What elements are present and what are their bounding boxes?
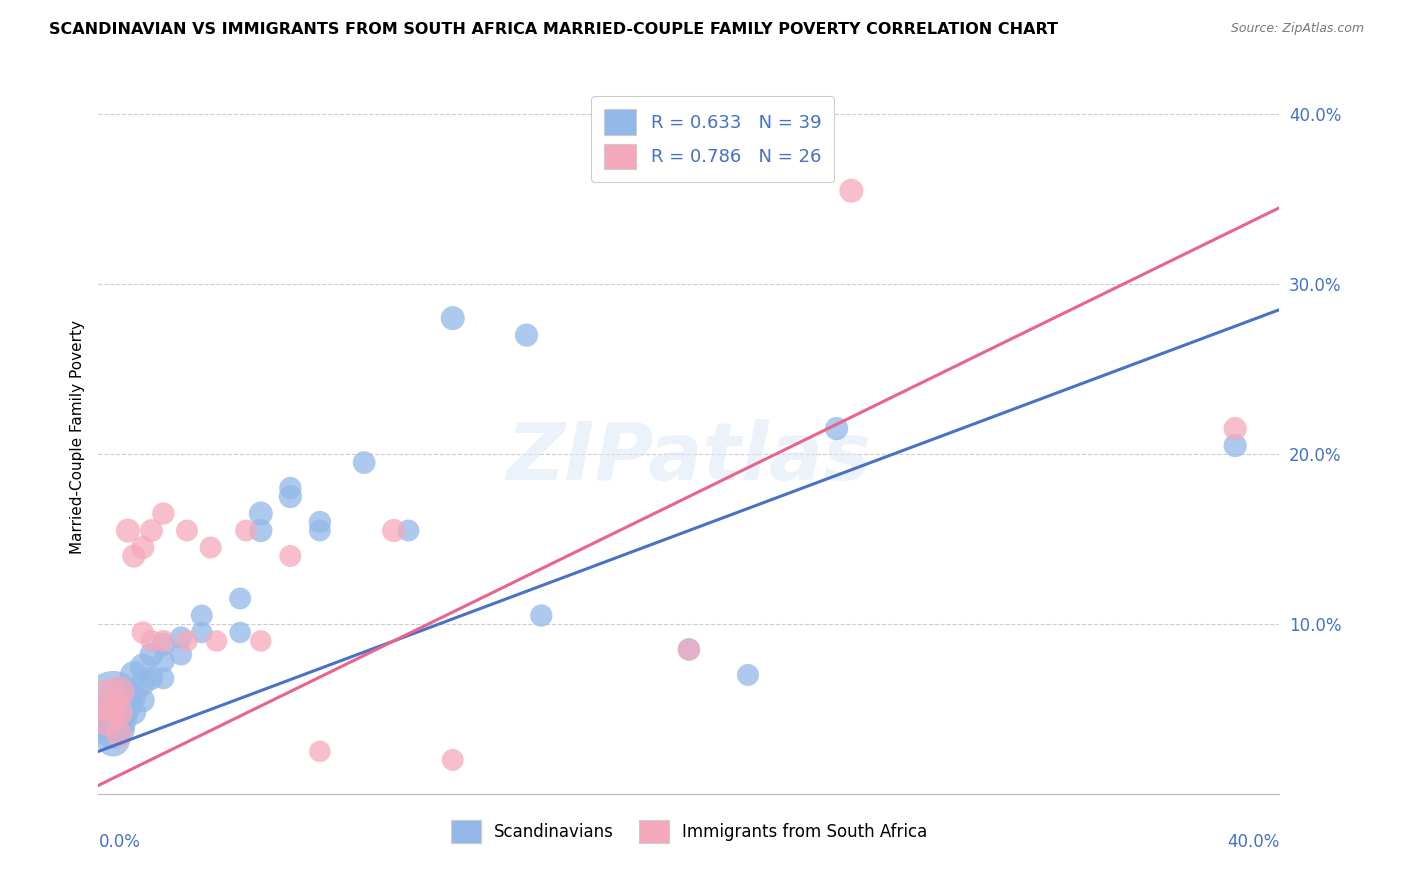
Point — [103, 723, 125, 737]
Point — [152, 654, 174, 668]
Point — [229, 591, 252, 606]
Point — [1225, 439, 1247, 453]
Point — [152, 507, 174, 521]
Point — [737, 668, 759, 682]
Point — [441, 311, 464, 326]
Point — [108, 727, 131, 741]
Point — [152, 637, 174, 651]
Point — [132, 693, 155, 707]
Point — [398, 524, 420, 538]
Point — [235, 524, 257, 538]
Point — [132, 676, 155, 690]
Point — [141, 634, 163, 648]
Point — [1225, 421, 1247, 435]
Point — [117, 524, 139, 538]
Text: ZIPatlas: ZIPatlas — [506, 419, 872, 498]
Point — [111, 706, 134, 720]
Point — [132, 625, 155, 640]
Point — [191, 625, 214, 640]
Point — [176, 524, 198, 538]
Point — [122, 689, 145, 703]
Point — [122, 549, 145, 563]
Point — [516, 328, 538, 343]
Point — [280, 549, 302, 563]
Point — [280, 481, 302, 495]
Text: SCANDINAVIAN VS IMMIGRANTS FROM SOUTH AFRICA MARRIED-COUPLE FAMILY POVERTY CORRE: SCANDINAVIAN VS IMMIGRANTS FROM SOUTH AF… — [49, 22, 1059, 37]
Point — [191, 608, 214, 623]
Point — [170, 631, 193, 645]
Text: 0.0%: 0.0% — [98, 833, 141, 851]
Point — [205, 634, 228, 648]
Point — [309, 524, 332, 538]
Point — [141, 671, 163, 685]
Y-axis label: Married-Couple Family Poverty: Married-Couple Family Poverty — [69, 320, 84, 554]
Point — [111, 723, 134, 737]
Point — [132, 541, 155, 555]
Point — [122, 706, 145, 720]
Point — [250, 507, 273, 521]
Point — [200, 541, 222, 555]
Point — [678, 642, 700, 657]
Text: Source: ZipAtlas.com: Source: ZipAtlas.com — [1230, 22, 1364, 36]
Point — [229, 625, 252, 640]
Point — [122, 668, 145, 682]
Text: 40.0%: 40.0% — [1227, 833, 1279, 851]
Point — [353, 456, 375, 470]
Point — [280, 490, 302, 504]
Point — [141, 648, 163, 662]
Point — [250, 524, 273, 538]
Point — [141, 524, 163, 538]
Point — [441, 753, 464, 767]
Point — [103, 693, 125, 707]
Point — [132, 659, 155, 673]
Point — [152, 671, 174, 685]
Point — [96, 710, 118, 724]
Point — [678, 642, 700, 657]
Point — [176, 634, 198, 648]
Point — [841, 184, 863, 198]
Point — [103, 732, 125, 747]
Point — [250, 634, 273, 648]
Point — [309, 744, 332, 758]
Legend: Scandinavians, Immigrants from South Africa: Scandinavians, Immigrants from South Afr… — [444, 813, 934, 850]
Point — [530, 608, 553, 623]
Point — [170, 648, 193, 662]
Point — [111, 685, 134, 699]
Point — [108, 706, 131, 720]
Point — [108, 685, 131, 699]
Point — [825, 421, 848, 435]
Point — [103, 710, 125, 724]
Point — [309, 515, 332, 529]
Point — [96, 693, 118, 707]
Point — [152, 634, 174, 648]
Point — [382, 524, 405, 538]
